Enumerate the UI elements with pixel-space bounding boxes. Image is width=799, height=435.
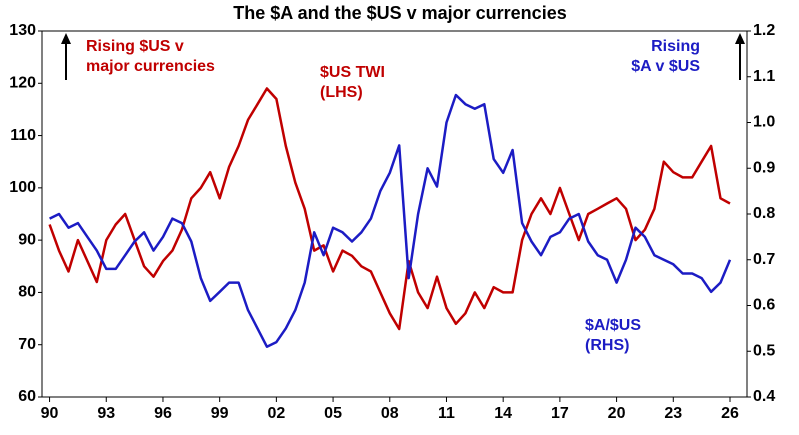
y2-tick-label: 0.6 bbox=[753, 297, 775, 314]
x-tick-label: 99 bbox=[211, 405, 229, 422]
y-tick-label: 70 bbox=[18, 336, 36, 353]
annotation: (RHS) bbox=[585, 337, 629, 354]
annotation: (LHS) bbox=[320, 84, 363, 101]
x-tick-label: 90 bbox=[41, 405, 59, 422]
y-tick-label: 120 bbox=[9, 75, 36, 92]
x-tick-label: 08 bbox=[381, 405, 399, 422]
y2-tick-label: 0.9 bbox=[753, 159, 775, 176]
plot-frame bbox=[41, 30, 748, 398]
arrow-left bbox=[61, 33, 71, 80]
x-tick-label: 26 bbox=[721, 405, 739, 422]
y-tick-label: 60 bbox=[18, 388, 36, 405]
chart-title: The $A and the $US v major currencies bbox=[233, 3, 566, 23]
series-line bbox=[48, 87, 731, 331]
annotation: Rising bbox=[651, 38, 700, 55]
x-tick-label: 14 bbox=[494, 405, 512, 422]
x-tick-label: 23 bbox=[664, 405, 682, 422]
annotation: $US TWI bbox=[320, 64, 385, 81]
x-tick-label: 20 bbox=[608, 405, 626, 422]
y-tick-label: 110 bbox=[10, 127, 36, 144]
y2-tick-label: 0.7 bbox=[753, 251, 775, 268]
annotation: Rising $US v bbox=[86, 38, 184, 55]
x-tick-label: 96 bbox=[154, 405, 172, 422]
x-tick-label: 02 bbox=[267, 405, 285, 422]
x-tick-label: 05 bbox=[324, 405, 342, 422]
y-tick-label: 100 bbox=[9, 179, 36, 196]
series-line bbox=[49, 93, 732, 348]
arrow-right bbox=[735, 33, 745, 80]
y-tick-label: 80 bbox=[18, 284, 36, 301]
y2-tick-label: 1.0 bbox=[753, 114, 775, 131]
annotation: $A/$US bbox=[585, 317, 641, 334]
y2-tick-label: 0.8 bbox=[753, 205, 775, 222]
y-tick-label: 130 bbox=[9, 22, 36, 39]
annotation: major currencies bbox=[86, 58, 215, 75]
y2-tick-label: 1.2 bbox=[753, 22, 775, 39]
y2-tick-label: 0.4 bbox=[753, 388, 775, 405]
y2-tick-label: 1.1 bbox=[753, 68, 775, 85]
y2-tick-label: 0.5 bbox=[753, 342, 775, 359]
annotation: $A v $US bbox=[631, 58, 700, 75]
x-tick-label: 93 bbox=[97, 405, 115, 422]
x-tick-label: 17 bbox=[551, 405, 569, 422]
x-tick-label: 11 bbox=[438, 405, 455, 422]
y-tick-label: 90 bbox=[18, 231, 36, 248]
